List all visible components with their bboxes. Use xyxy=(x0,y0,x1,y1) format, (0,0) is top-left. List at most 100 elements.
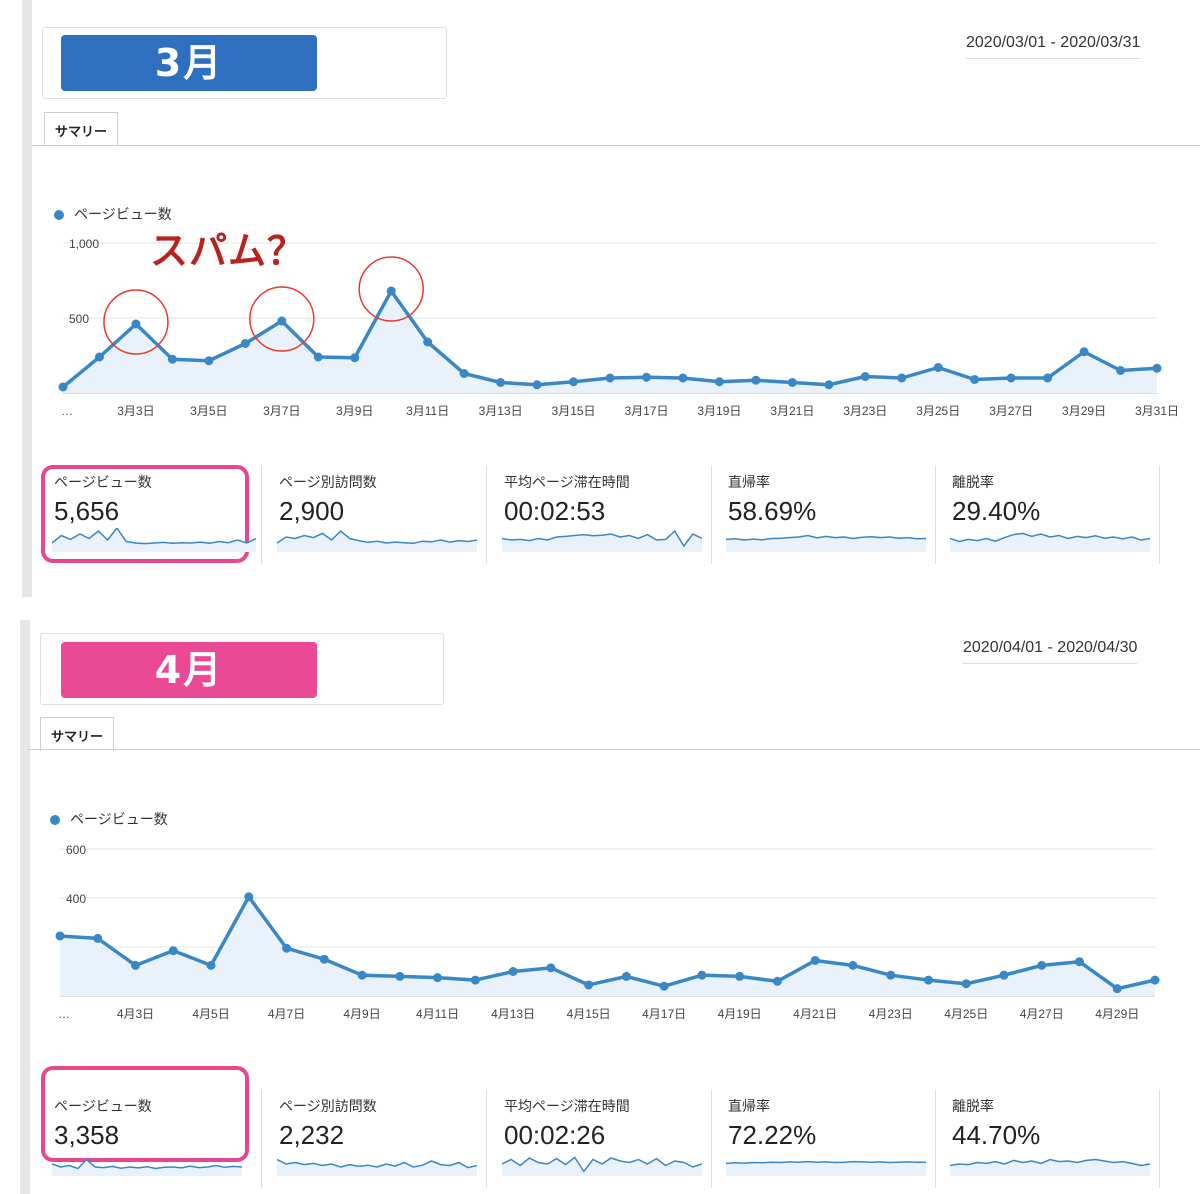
data-point[interactable] xyxy=(933,363,943,372)
x-tick-label: 3月13日 xyxy=(479,404,523,418)
data-point[interactable] xyxy=(810,955,820,965)
data-point[interactable] xyxy=(621,971,631,981)
metric-value: 2,232 xyxy=(279,1120,345,1150)
data-point[interactable] xyxy=(848,960,858,970)
data-point[interactable] xyxy=(714,377,724,387)
x-tick-label: 3月9日 xyxy=(336,404,373,418)
data-point[interactable] xyxy=(1043,373,1053,383)
metric-exit-rate[interactable]: 離脱率 29.40% xyxy=(938,462,1160,564)
data-point[interactable] xyxy=(496,378,506,387)
data-point[interactable] xyxy=(433,973,443,983)
data-point[interactable] xyxy=(772,976,782,986)
data-point[interactable] xyxy=(1079,347,1089,357)
metric-exit-rate[interactable]: 離脱率 44.70% xyxy=(938,1086,1160,1188)
data-point[interactable] xyxy=(860,372,870,381)
data-point[interactable] xyxy=(93,933,103,943)
y-tick-label: 400 xyxy=(66,892,86,906)
y-tick-label: 600 xyxy=(66,843,86,857)
x-tick-label: 4月5日 xyxy=(192,1007,229,1021)
data-point[interactable] xyxy=(532,380,542,390)
metric-bounce-rate[interactable]: 直帰率 72.22% xyxy=(714,1086,936,1188)
chart-legend[interactable]: ページビュー数 xyxy=(54,204,172,224)
metric-avg-time-on-page[interactable]: 平均ページ滞在時間 00:02:26 xyxy=(490,1086,712,1188)
data-point[interactable] xyxy=(1006,373,1016,383)
metric-unique-pageviews[interactable]: ページ別訪問数 2,232 xyxy=(265,1086,487,1188)
data-point[interactable] xyxy=(787,378,797,387)
data-point[interactable] xyxy=(824,380,834,390)
metrics-row: ページビュー数 5,656 ページ別訪問数 2,900 平均ページ滞在時間 00… xyxy=(40,462,1170,572)
metric-sparkline xyxy=(950,532,1150,552)
data-point[interactable] xyxy=(240,339,250,348)
data-point[interactable] xyxy=(204,356,214,366)
data-point[interactable] xyxy=(961,979,971,989)
x-tick-label: 3月27日 xyxy=(989,404,1033,418)
metric-label: 平均ページ滞在時間 xyxy=(504,1098,630,1114)
data-point[interactable] xyxy=(167,354,177,364)
data-point[interactable] xyxy=(569,377,579,387)
data-point[interactable] xyxy=(923,975,933,985)
data-point[interactable] xyxy=(94,352,104,362)
chart-legend[interactable]: ページビュー数 xyxy=(50,809,168,829)
data-point[interactable] xyxy=(970,375,980,384)
x-tick-label: 3月19日 xyxy=(697,404,741,418)
date-range-selector[interactable]: 2020/03/01 - 2020/03/31 xyxy=(966,34,1141,59)
data-point[interactable] xyxy=(1116,366,1126,375)
data-point[interactable] xyxy=(131,960,141,970)
data-point[interactable] xyxy=(751,375,761,385)
data-point[interactable] xyxy=(282,943,292,953)
metric-value: 2,900 xyxy=(279,496,345,526)
data-point[interactable] xyxy=(659,981,669,991)
data-point[interactable] xyxy=(508,967,518,976)
data-point[interactable] xyxy=(386,286,396,296)
metric-label: 直帰率 xyxy=(728,1098,770,1114)
x-tick-label: 3月23日 xyxy=(843,404,887,418)
y-tick-label: 500 xyxy=(69,312,89,326)
data-point[interactable] xyxy=(999,970,1009,980)
data-point[interactable] xyxy=(897,373,907,383)
data-point[interactable] xyxy=(206,960,216,970)
sparkline-area xyxy=(950,533,1150,552)
metric-pageviews[interactable]: ページビュー数 3,358 xyxy=(40,1086,262,1188)
data-point[interactable] xyxy=(168,946,178,956)
data-point[interactable] xyxy=(641,372,651,382)
data-point[interactable] xyxy=(697,970,707,980)
data-point[interactable] xyxy=(678,373,688,383)
data-point[interactable] xyxy=(55,931,65,941)
data-point[interactable] xyxy=(605,373,615,383)
metric-avg-time-on-page[interactable]: 平均ページ滞在時間 00:02:53 xyxy=(490,462,712,564)
data-point[interactable] xyxy=(395,971,405,981)
highlight-circle xyxy=(103,289,169,355)
data-point[interactable] xyxy=(1112,984,1122,994)
data-point[interactable] xyxy=(350,353,360,363)
metric-unique-pageviews[interactable]: ページ別訪問数 2,900 xyxy=(265,462,487,564)
data-point[interactable] xyxy=(313,352,323,362)
data-point[interactable] xyxy=(735,971,745,981)
metric-label: ページビュー数 xyxy=(54,1098,152,1114)
data-point[interactable] xyxy=(1074,957,1084,967)
data-point[interactable] xyxy=(470,975,480,985)
data-point[interactable] xyxy=(244,892,254,902)
data-point[interactable] xyxy=(357,970,367,980)
x-tick-label: 4月9日 xyxy=(343,1007,380,1021)
metric-separator xyxy=(935,1090,936,1188)
data-point[interactable] xyxy=(423,337,433,347)
x-tick-label: … xyxy=(58,1007,70,1021)
tab-summary[interactable]: サマリー xyxy=(40,717,115,751)
data-point[interactable] xyxy=(58,382,68,392)
date-range-selector[interactable]: 2020/04/01 - 2020/04/30 xyxy=(963,639,1138,664)
data-point[interactable] xyxy=(584,980,594,990)
data-point[interactable] xyxy=(546,963,556,973)
x-tick-label: 4月25日 xyxy=(944,1007,988,1021)
data-point[interactable] xyxy=(886,970,896,980)
data-point[interactable] xyxy=(319,954,329,964)
data-point[interactable] xyxy=(1152,363,1162,373)
data-point[interactable] xyxy=(459,369,469,378)
tab-summary[interactable]: サマリー xyxy=(44,112,119,146)
metric-pageviews[interactable]: ページビュー数 5,656 xyxy=(40,462,262,564)
data-point[interactable] xyxy=(131,319,141,329)
data-point[interactable] xyxy=(1150,975,1160,985)
data-point[interactable] xyxy=(1037,960,1047,970)
data-point[interactable] xyxy=(277,316,287,326)
x-tick-label: 3月31日 xyxy=(1135,404,1179,418)
metric-bounce-rate[interactable]: 直帰率 58.69% xyxy=(714,462,936,564)
